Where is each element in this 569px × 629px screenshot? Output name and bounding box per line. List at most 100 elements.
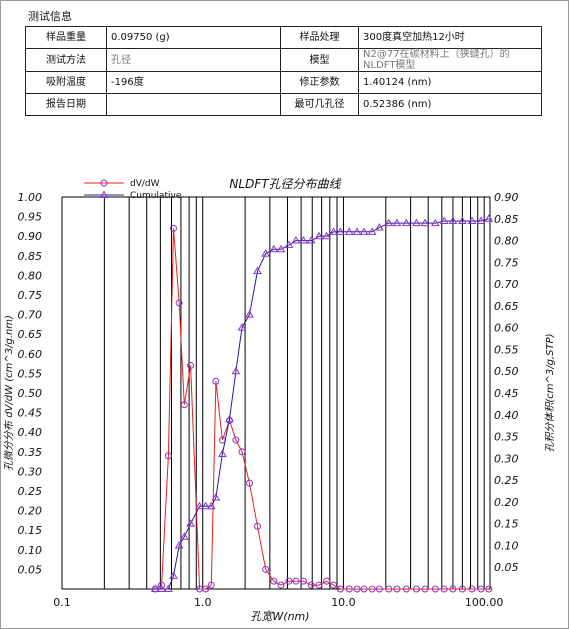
- right-y-tick-label: 0.60: [494, 322, 519, 335]
- legend-marker-cumulative: [99, 190, 109, 198]
- sample-info-table: 样品重量 0.09750 (g) 样品处理 300度真空加热12小时 测试方法 …: [25, 26, 542, 116]
- right-y-tick-label: 0.30: [494, 452, 519, 465]
- cumulative-data-point: [306, 236, 316, 244]
- dvdw-data-point: [412, 585, 420, 593]
- right-y-tick-label: 0.90: [494, 191, 519, 204]
- right-y-tick-label: 0.50: [494, 365, 519, 378]
- right-y-tick-label: 0.35: [494, 431, 519, 444]
- cumulative-data-point: [186, 519, 195, 527]
- left-y-tick-label: 0.95: [18, 211, 43, 224]
- label-sample-mass: 样品重量: [25, 26, 107, 49]
- left-y-tick-label: 0.55: [18, 367, 43, 380]
- x-tick-label: 1.0: [194, 596, 212, 609]
- cumulative-data-point: [211, 493, 221, 501]
- dvdw-data-point: [345, 585, 353, 593]
- cumulative-data-point: [314, 231, 324, 240]
- dvdw-data-point: [449, 585, 457, 593]
- dvdw-data-point: [212, 377, 220, 385]
- value-report-date: [106, 93, 281, 116]
- cumulative-data-point: [218, 449, 227, 457]
- cumulative-data-point: [291, 236, 301, 244]
- table-row: 吸附温度 -196度 修正参数 1.40124 (nm): [25, 71, 542, 94]
- cumulative-data-point: [299, 236, 308, 244]
- right-y-tick-label: 0.70: [494, 278, 519, 291]
- value-adsorption-temperature: -196度: [106, 71, 281, 94]
- value-line: 0.52386 (nm): [363, 99, 432, 110]
- chart-title: NLDFT孔径分布曲线: [229, 177, 341, 191]
- dvdw-data-point: [180, 401, 188, 409]
- cumulative-data-point: [284, 240, 294, 248]
- dvdw-data-point: [368, 585, 376, 593]
- cumulative-data-point: [484, 214, 494, 222]
- left-y-tick-label: 0.60: [18, 348, 43, 361]
- label-report-date: 报告日期: [25, 93, 107, 116]
- dvdw-data-point: [253, 522, 261, 530]
- dvdw-data-point: [170, 224, 178, 232]
- value-line: N2@77在碳材料上（狭缝孔）的: [363, 49, 510, 60]
- dvdw-data-point: [202, 585, 210, 593]
- left-y-tick-label: 1.00: [18, 191, 43, 204]
- right-y-tick-label: 0.85: [494, 213, 519, 226]
- left-y-tick-label: 0.85: [18, 250, 43, 263]
- right-y-axis-label: 孔积分体积(cm^3/g,STP): [544, 333, 556, 452]
- dvdw-data-point: [431, 585, 439, 593]
- value-sample-treatment: 300度真空加热12小时: [358, 26, 542, 49]
- dvdw-data-point: [232, 436, 240, 444]
- cumulative-data-point: [476, 216, 486, 224]
- label-model: 模型: [280, 48, 359, 72]
- dvdw-data-point: [477, 585, 485, 593]
- dvdw-data-point: [207, 581, 215, 589]
- left-y-tick-label: 0.25: [18, 485, 43, 498]
- cumulative-data-point: [375, 222, 384, 231]
- value-line: NLDFT模型: [363, 60, 416, 71]
- dvdw-data-point: [238, 448, 246, 456]
- cumulative-data-point: [329, 227, 338, 235]
- cumulative-data-point: [335, 227, 345, 235]
- dvdw-data-point: [158, 581, 166, 589]
- dvdw-data-point: [458, 585, 466, 593]
- x-axis-label: 孔宽W(nm): [250, 610, 309, 623]
- left-y-tick-label: 0.10: [18, 544, 43, 557]
- dvdw-data-point: [375, 585, 383, 593]
- dvdw-data-point: [175, 299, 183, 307]
- left-y-tick-label: 0.30: [18, 465, 43, 478]
- left-y-tick-label: 0.35: [18, 446, 43, 459]
- label-test-method: 测试方法: [25, 48, 107, 72]
- cumulative-data-point: [201, 501, 211, 510]
- cumulative-data-point: [261, 249, 271, 257]
- cumulative-data-point: [322, 231, 332, 240]
- cumulative-data-point: [412, 218, 421, 227]
- cumulative-data-point: [467, 216, 477, 224]
- dvdw-data-point: [299, 577, 307, 585]
- dvdw-data-point: [307, 581, 315, 589]
- x-tick-label: 100.00: [465, 596, 504, 609]
- left-y-tick-label: 0.75: [18, 289, 43, 302]
- dvdw-data-point: [277, 581, 285, 589]
- left-y-tick-label: 0.05: [18, 563, 43, 576]
- right-y-tick-label: 0.80: [494, 235, 519, 248]
- section-title: 测试信息: [28, 10, 72, 23]
- cumulative-data-point: [237, 323, 247, 331]
- cumulative-data-point: [352, 227, 362, 235]
- cumulative-data-point: [231, 366, 241, 375]
- dvdw-data-point: [246, 479, 254, 487]
- label-sample-treatment: 样品处理: [280, 26, 359, 49]
- cumulative-data-point: [225, 414, 234, 423]
- right-y-tick-label: 0.75: [494, 256, 519, 269]
- label-most-probable-pore: 最可几孔径: [280, 93, 359, 116]
- pore-size-distribution-chart: 0.1 1.0 10.0 100.00 0.05 0.10 0.15 0.20 0.25 0.30…: [3, 177, 556, 623]
- right-y-tick-label: 0.65: [494, 300, 519, 313]
- plot-area-border: [61, 196, 491, 590]
- left-y-tick-label: 0.45: [18, 407, 43, 420]
- table-row: 报告日期 最可几孔径 0.52386 (nm): [25, 93, 542, 116]
- left-y-tick-label: 0.65: [18, 328, 43, 341]
- dvdw-data-point: [402, 585, 410, 593]
- cumulative-data-point: [448, 216, 458, 224]
- cumulative-data-point: [402, 218, 411, 227]
- cumulative-data-point: [384, 218, 394, 227]
- right-y-tick-label: 0.25: [494, 474, 519, 487]
- cumulative-data-point: [206, 501, 216, 510]
- dvdw-data-point: [485, 585, 493, 593]
- cumulative-data-point: [195, 501, 204, 510]
- dvdw-data-point: [262, 565, 270, 573]
